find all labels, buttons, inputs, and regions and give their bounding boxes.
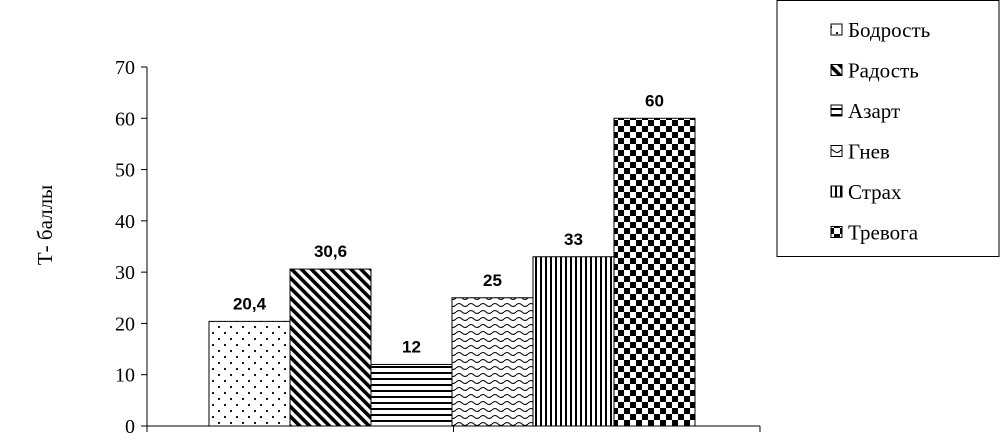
y-tick-label: 70 <box>115 57 135 79</box>
legend-swatch <box>830 145 843 157</box>
bar-4 <box>451 297 534 427</box>
legend-swatch <box>830 226 843 238</box>
y-tick-label: 30 <box>115 262 135 284</box>
y-tick-label: 0 <box>125 416 135 434</box>
y-tick-label: 10 <box>115 365 135 387</box>
y-tick-label: 40 <box>115 211 135 233</box>
legend-label: Азарт <box>848 99 900 123</box>
legend-label: Тревога <box>848 221 919 245</box>
data-label: 12 <box>402 337 421 356</box>
legend-swatch <box>830 104 843 117</box>
legend-swatch <box>830 23 843 36</box>
data-label: 30,6 <box>314 242 347 261</box>
legend-label: Радость <box>848 59 919 83</box>
bar-5 <box>532 256 615 427</box>
y-tick-label: 50 <box>115 160 135 182</box>
bar-2 <box>289 268 372 427</box>
legend-box <box>776 0 1000 257</box>
legend: Бодрость Радость Азарт Гнев Страх Тревога <box>776 0 1000 257</box>
legend-label: Страх <box>848 180 902 204</box>
plot-area: 0 10 20 30 40 50 60 70 20,4 30,6 12 25 33 60 <box>115 57 761 434</box>
data-label: 33 <box>564 230 583 249</box>
y-axis-title: Т- баллы <box>33 185 57 265</box>
data-label: 20,4 <box>233 294 267 313</box>
bar-3 <box>370 363 453 427</box>
legend-label: Бодрость <box>848 18 930 42</box>
bar-6 <box>613 117 696 427</box>
legend-swatch <box>830 185 843 198</box>
legend-label: Гнев <box>848 140 890 164</box>
y-tick-label: 60 <box>115 108 135 130</box>
data-label: 60 <box>645 91 664 110</box>
data-label: 25 <box>483 271 502 290</box>
y-tick-label: 20 <box>115 313 135 335</box>
legend-swatch <box>830 64 843 76</box>
bar-1 <box>208 320 291 427</box>
